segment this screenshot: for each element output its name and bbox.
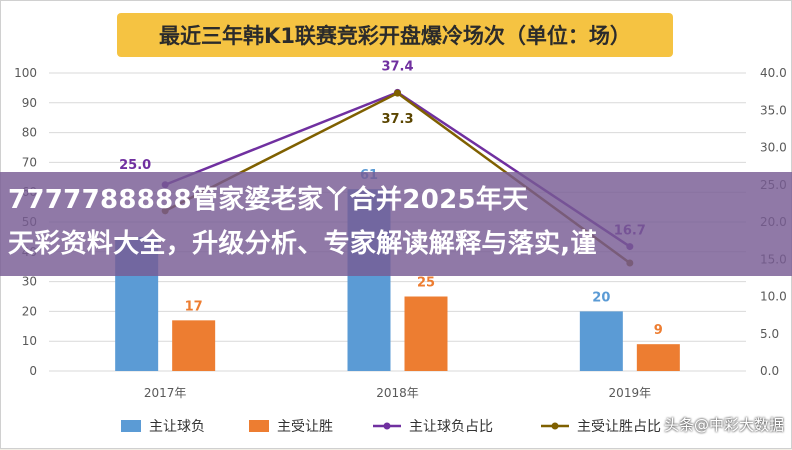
bar-value-label: 17 (185, 299, 203, 314)
y2-tick-label: 0.0 (760, 364, 779, 378)
y2-tick-label: 10.0 (760, 290, 787, 304)
x-tick-label: 2018年 (376, 386, 419, 400)
banner-text: 7777788888管家婆老家丫合并2025年天 天彩资料大全，升级分析、专家解… (8, 185, 597, 259)
watermark-text: 头条@中彩大数据 (663, 416, 784, 434)
y-tick-label: 30 (22, 275, 37, 289)
y2-tick-label: 5.0 (760, 327, 779, 341)
legend-swatch (121, 420, 141, 432)
chart-title-box: 最近三年韩K1联赛竞彩开盘爆冷场次（单位：场） (117, 13, 673, 57)
line-point (394, 89, 401, 97)
y-tick-label: 0 (29, 364, 37, 378)
legend-label: 主受让胜占比 (577, 419, 661, 435)
y-tick-label: 100 (14, 66, 37, 80)
chart-title: 最近三年韩K1联赛竞彩开盘爆冷场次（单位：场） (159, 24, 631, 48)
line-value-label: 37.4 (381, 59, 413, 74)
bar-value-label: 25 (417, 276, 435, 291)
y2-tick-label: 35.0 (760, 103, 787, 117)
y-tick-label: 20 (22, 304, 37, 318)
x-tick-label: 2019年 (609, 386, 652, 400)
bar-value-label: 9 (654, 323, 663, 338)
y2-tick-label: 30.0 (760, 141, 787, 155)
legend-label: 主让球负 (149, 419, 205, 435)
line-value-label: 37.3 (381, 112, 413, 127)
bar-value-label: 20 (592, 290, 610, 305)
y-tick-label: 70 (22, 155, 37, 169)
bar (636, 344, 680, 371)
bar (404, 296, 448, 371)
y-tick-label: 90 (22, 96, 37, 110)
legend-label: 主让球负占比 (409, 419, 493, 435)
legend-marker (551, 422, 559, 430)
legend-label: 主受让胜 (277, 419, 333, 435)
y-tick-label: 80 (22, 126, 37, 140)
y-tick-label: 10 (22, 334, 37, 348)
line-value-label: 25.0 (119, 158, 151, 173)
x-tick-label: 2017年 (144, 386, 187, 400)
overlay-banner: 7777788888管家婆老家丫合并2025年天 天彩资料大全，升级分析、专家解… (0, 172, 792, 276)
legend-swatch (249, 420, 269, 432)
y2-tick-label: 40.0 (760, 66, 787, 80)
legend-marker (383, 422, 391, 430)
bar (579, 311, 623, 371)
bar (172, 320, 216, 371)
